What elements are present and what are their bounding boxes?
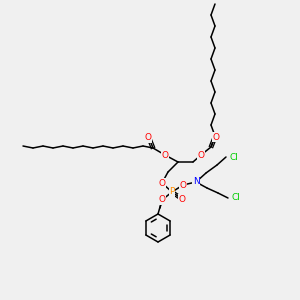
Text: O: O	[178, 194, 185, 203]
Text: O: O	[212, 133, 220, 142]
Text: O: O	[158, 178, 166, 188]
Text: O: O	[179, 181, 187, 190]
Text: Cl: Cl	[229, 152, 238, 161]
Text: O: O	[197, 151, 205, 160]
Text: P: P	[169, 188, 175, 196]
Text: O: O	[161, 151, 169, 160]
Text: O: O	[158, 196, 166, 205]
Text: N: N	[193, 178, 200, 187]
Text: Cl: Cl	[231, 194, 240, 202]
Text: O: O	[145, 134, 152, 142]
